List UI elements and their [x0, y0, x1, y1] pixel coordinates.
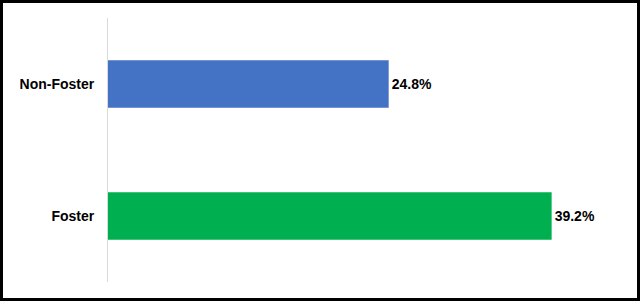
svg-text:24.8%: 24.8% — [392, 76, 432, 92]
svg-text:Non-Foster: Non-Foster — [20, 76, 95, 92]
svg-text:Foster: Foster — [51, 208, 94, 224]
svg-text:39.2%: 39.2% — [555, 208, 595, 224]
